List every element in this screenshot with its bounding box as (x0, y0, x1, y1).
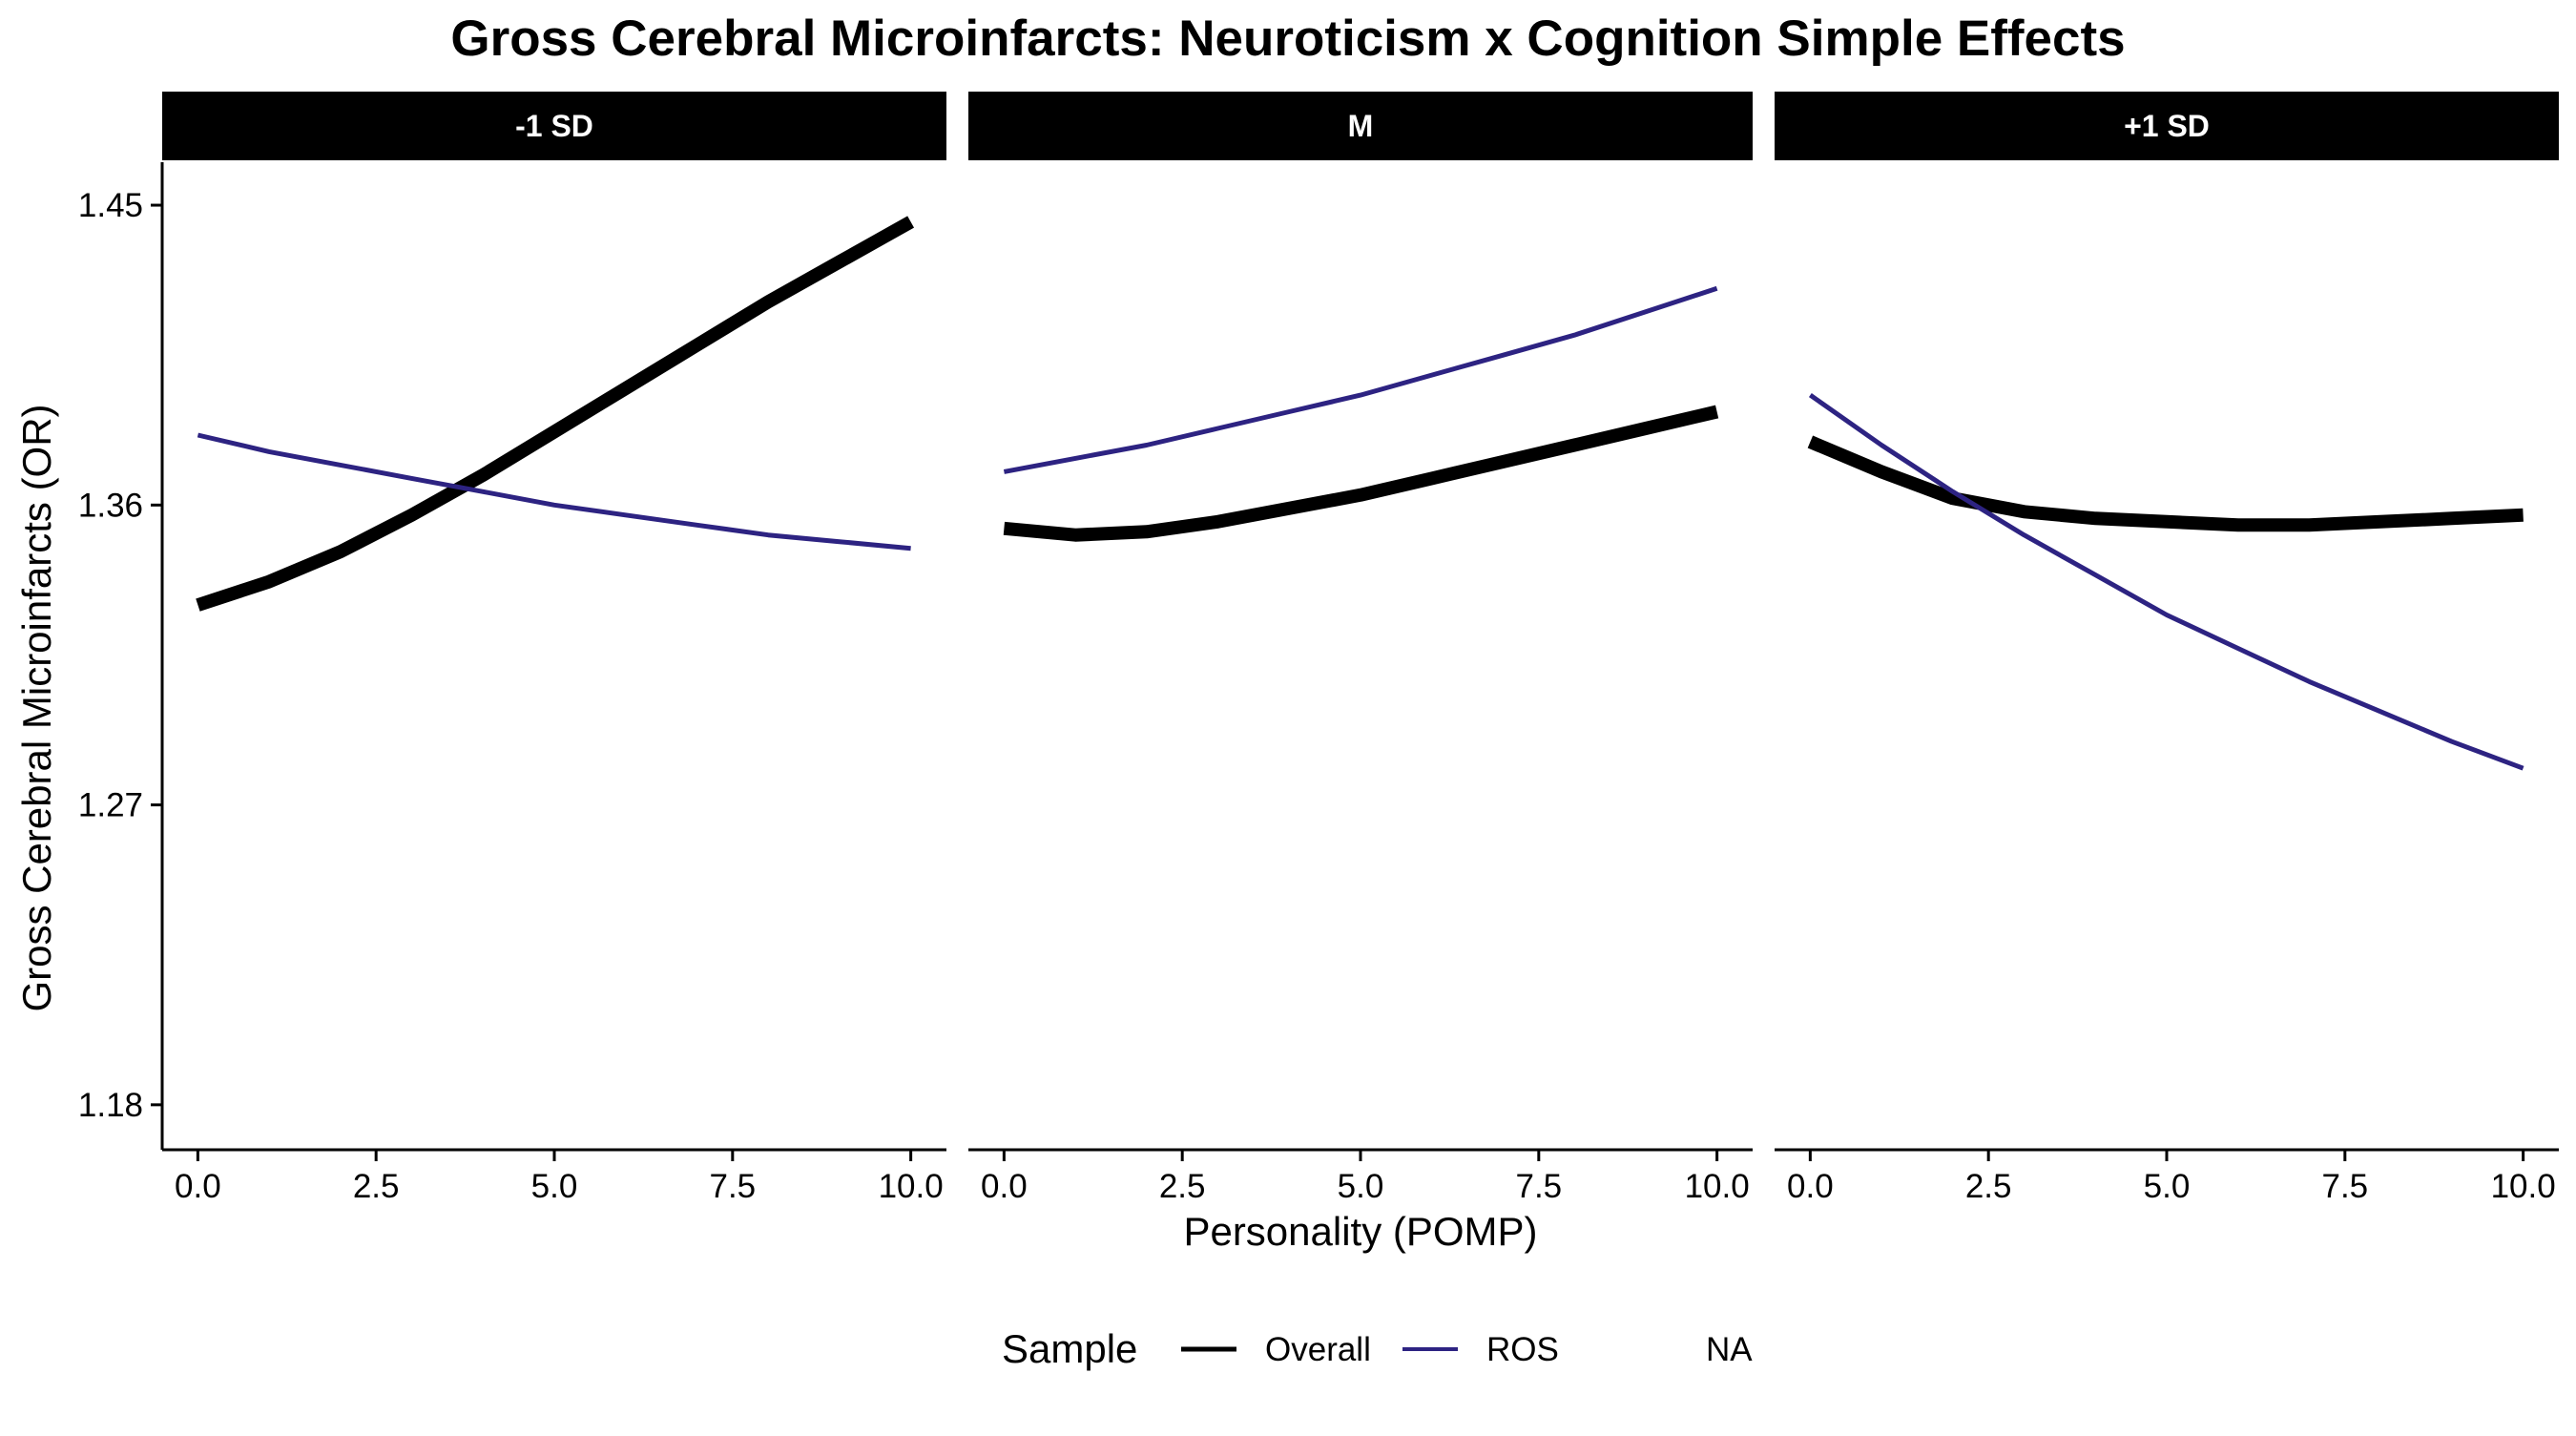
x-tick-label: 5.0 (2144, 1168, 2191, 1205)
legend-label-overall: Overall (1265, 1331, 1371, 1368)
legend-label-ros: ROS (1486, 1331, 1559, 1368)
facet-strip (968, 92, 1753, 160)
x-tick-label: 0.0 (1787, 1168, 1834, 1205)
y-tick-label: 1.45 (78, 187, 143, 224)
facet-strip-label: M (1348, 109, 1374, 143)
series-line-ros (1808, 393, 2524, 771)
facet-strip-label: -1 SD (515, 109, 593, 143)
facet-panel: +1 SD 0.0 2.5 5.0 7.5 10.0 (1775, 92, 2559, 1205)
series-line-overall (196, 216, 915, 612)
series-line-ros (1003, 285, 1718, 474)
legend: Sample Overall ROS NA (1002, 1326, 1753, 1371)
y-axis: 1.18 1.27 1.36 1.45 (78, 162, 164, 1150)
x-tick-label: 7.5 (2321, 1168, 2368, 1205)
y-tick-label: 1.27 (78, 787, 143, 824)
x-tick-label: 2.5 (353, 1168, 400, 1205)
facet-strip-label: +1 SD (2124, 109, 2210, 143)
x-tick-label: 5.0 (1338, 1168, 1384, 1205)
x-tick-label: 10.0 (1685, 1168, 1750, 1205)
y-tick-label: 1.18 (78, 1087, 143, 1124)
facet-strip (162, 92, 946, 160)
x-tick-label: 5.0 (531, 1168, 578, 1205)
legend-title: Sample (1002, 1326, 1137, 1371)
x-tick-label: 2.5 (1159, 1168, 1206, 1205)
x-tick-label: 10.0 (879, 1168, 944, 1205)
chart-title: Gross Cerebral Microinfarcts: Neuroticis… (450, 10, 2125, 67)
x-tick-label: 7.5 (1515, 1168, 1562, 1205)
y-axis-title: Gross Cerebral Microinfarcts (OR) (14, 404, 59, 1011)
facet-panel: M 0.0 2.5 5.0 7.5 10.0 (968, 92, 1753, 1205)
x-axis-title: Personality (POMP) (1183, 1209, 1537, 1254)
x-tick-label: 10.0 (2491, 1168, 2556, 1205)
legend-label-na: NA (1706, 1331, 1753, 1368)
y-tick-label: 1.36 (78, 487, 143, 524)
series-line-overall (1003, 405, 1719, 542)
x-tick-label: 0.0 (981, 1168, 1028, 1205)
x-tick-label: 7.5 (709, 1168, 756, 1205)
x-tick-label: 0.0 (175, 1168, 221, 1205)
facets-layer: 1.18 1.27 1.36 1.45 -1 SD 0.0 2.5 5.0 7.5 10.0 M 0.… (78, 92, 2559, 1205)
series-line-ros (197, 432, 911, 552)
series-line-overall (1807, 435, 2524, 532)
facet-panel: -1 SD 0.0 2.5 5.0 7.5 10.0 (162, 92, 946, 1205)
x-tick-label: 2.5 (1965, 1168, 2012, 1205)
facet-strip (1775, 92, 2559, 160)
